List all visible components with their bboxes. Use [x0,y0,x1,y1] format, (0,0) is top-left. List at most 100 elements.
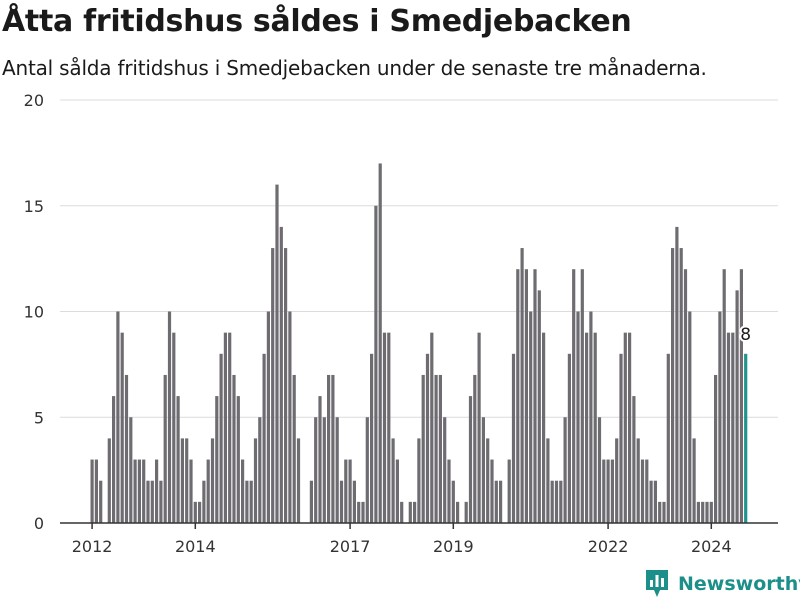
bar [576,311,580,523]
grid-lines [60,99,778,418]
bar [262,353,266,523]
bar [357,501,361,523]
bar [430,332,434,523]
bar [425,353,430,523]
bar [284,248,288,524]
bar [597,417,602,523]
bar [142,459,146,523]
bar [666,353,670,523]
bar [516,269,520,523]
x-tick-label: 2017 [330,537,371,556]
bar [675,226,679,523]
bar [662,501,666,523]
bar [580,269,584,523]
bar [722,269,726,523]
y-tick-label: 15 [24,197,44,216]
bar [391,438,395,523]
bar [542,332,546,523]
bar [236,396,240,523]
bar [112,396,116,523]
bar [709,501,713,523]
bar [335,417,339,523]
bar [198,501,202,523]
bar [275,184,279,523]
bar [129,417,133,523]
bar [309,480,313,523]
y-tick-label: 10 [24,303,44,322]
bar [120,332,124,523]
bar [223,332,227,523]
bar [292,374,296,523]
bar [610,459,614,523]
bar [640,459,645,523]
bar [494,480,498,523]
highlight-bar [744,353,748,523]
bar [679,248,683,524]
bar [159,480,163,523]
bar [180,438,184,523]
bar [520,248,524,524]
y-tick-label: 20 [24,91,44,110]
bar [344,459,348,523]
bar [606,459,610,523]
bar [228,332,232,523]
bar [481,417,485,523]
bar [473,374,477,523]
bar [219,353,223,523]
bar [146,480,150,523]
bar-chart: 0 5 10 15 20 2012 2014 2017 2019 2022 2024 8 [24,91,778,556]
bar [546,438,550,523]
bar [688,311,692,523]
bar [107,438,111,523]
bar [245,480,249,523]
bar [163,374,167,523]
bar [623,332,627,523]
chart-subtitle: Antal sålda fritidshus i Smedjebacken un… [2,56,707,80]
bar [731,332,735,523]
bar [615,438,619,523]
x-tick-label: 2012 [72,537,113,556]
bar [696,501,700,523]
bar [202,480,206,523]
x-tick-label: 2022 [588,537,629,556]
bar [537,290,541,523]
x-tick-label: 2014 [175,537,216,556]
bar [193,501,197,523]
bar [382,332,387,523]
bar [116,311,120,523]
bar [94,459,98,523]
bar [550,480,554,523]
bar [468,396,473,523]
bar [554,480,559,523]
bar [137,459,141,523]
bar [714,374,718,523]
bar [593,332,597,523]
bar [322,417,326,523]
bar [314,417,318,523]
bar [533,269,537,523]
bar [150,480,154,523]
bar [417,438,421,523]
bar [739,269,743,523]
bar [331,374,335,523]
bar [370,353,374,523]
axes: 0 5 10 15 20 2012 2014 2017 2019 2022 2024 [24,91,778,556]
bar [726,332,731,523]
bar [585,332,589,523]
bar [658,501,662,523]
bar [271,248,275,524]
bar [477,332,481,523]
bar [400,501,404,523]
bar [529,311,533,523]
bar [572,269,576,523]
bar [619,353,623,523]
bar [206,459,210,523]
bar [649,480,653,523]
bar [258,417,262,523]
bar [232,374,236,523]
bar [387,332,391,523]
bar [327,374,331,523]
bar [241,459,245,523]
chart-title: Åtta fritidshus såldes i Smedjebacken [2,4,632,39]
logo-text: Newsworthy [678,573,800,595]
